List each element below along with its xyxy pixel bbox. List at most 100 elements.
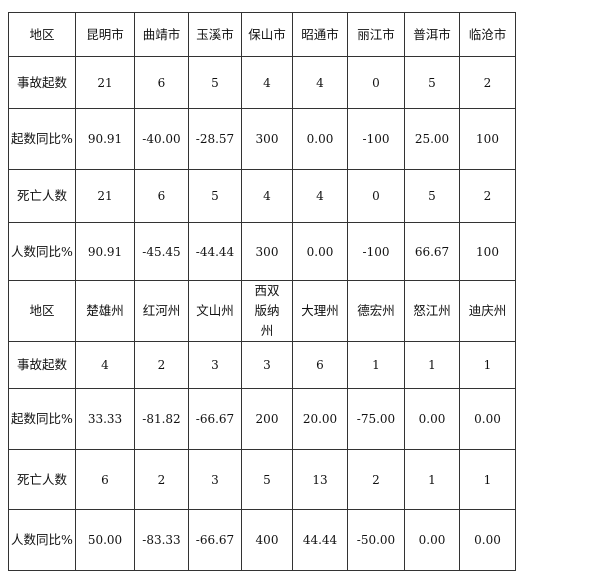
table-cell: 20.00 <box>292 388 348 450</box>
table-cell: 0.00 <box>404 388 460 450</box>
table-cell: -100 <box>347 222 405 281</box>
region-header: 昭通市 <box>292 12 348 57</box>
table-cell: 1 <box>404 341 460 389</box>
region-header: 迪庆州 <box>459 280 516 342</box>
metric-label: 人数同比% <box>8 509 76 571</box>
accident-statistics-table: 地区 昆明市 曲靖市 玉溪市 保山市 昭通市 丽江市 普洱市 临沧市 事故起数 21 6 5 4 4 0 5 2 起… <box>8 12 516 571</box>
table-cell: 1 <box>347 341 405 389</box>
table-row: 事故起数 21 6 5 4 4 0 5 2 <box>8 56 516 109</box>
table-cell: 5 <box>241 449 293 510</box>
table-cell: 0.00 <box>292 108 348 170</box>
metric-label: 人数同比% <box>8 222 76 281</box>
table-cell: -83.33 <box>134 509 189 571</box>
table-cell: 200 <box>241 388 293 450</box>
metric-label: 事故起数 <box>8 341 76 389</box>
region-header: 西双版纳州 <box>241 280 293 342</box>
table-cell: 5 <box>404 56 460 109</box>
region-header: 文山州 <box>188 280 242 342</box>
table-cell: 5 <box>404 169 460 223</box>
table-cell: 4 <box>241 56 293 109</box>
table-cell: 2 <box>134 341 189 389</box>
table-cell: 0.00 <box>459 388 516 450</box>
table-cell: 100 <box>459 108 516 170</box>
table-cell: -75.00 <box>347 388 405 450</box>
table-cell: 300 <box>241 108 293 170</box>
table-cell: 0 <box>347 169 405 223</box>
region-header: 普洱市 <box>404 12 460 57</box>
table-cell: 6 <box>292 341 348 389</box>
region-header: 红河州 <box>134 280 189 342</box>
table-cell: 66.67 <box>404 222 460 281</box>
table-cell: 44.44 <box>292 509 348 571</box>
table-cell: -81.82 <box>134 388 189 450</box>
table-cell: 3 <box>188 341 242 389</box>
region-label: 地区 <box>8 280 76 342</box>
table-cell: 1 <box>459 341 516 389</box>
region-header: 丽江市 <box>347 12 405 57</box>
table-cell: 13 <box>292 449 348 510</box>
region-header: 曲靖市 <box>134 12 189 57</box>
table2-header-row: 地区 楚雄州 红河州 文山州 西双版纳州 大理州 德宏州 怒江州 迪庆州 <box>8 280 516 342</box>
table-cell: -66.67 <box>188 388 242 450</box>
table-row: 事故起数 4 2 3 3 6 1 1 1 <box>8 341 516 389</box>
table-cell: 400 <box>241 509 293 571</box>
table-cell: 2 <box>134 449 189 510</box>
metric-label: 事故起数 <box>8 56 76 109</box>
table-cell: 25.00 <box>404 108 460 170</box>
table-cell: 100 <box>459 222 516 281</box>
metric-label: 起数同比% <box>8 108 76 170</box>
table-cell: 4 <box>75 341 135 389</box>
table-cell: -50.00 <box>347 509 405 571</box>
table-cell: -45.45 <box>134 222 189 281</box>
table-cell: 0.00 <box>404 509 460 571</box>
table-cell: 33.33 <box>75 388 135 450</box>
table-cell: 4 <box>241 169 293 223</box>
table-cell: 21 <box>75 169 135 223</box>
table-cell: 1 <box>459 449 516 510</box>
region-header: 大理州 <box>292 280 348 342</box>
region-header: 楚雄州 <box>75 280 135 342</box>
table-row: 人数同比% 90.91 -45.45 -44.44 300 0.00 -100 66.67 10… <box>8 222 516 281</box>
region-header: 怒江州 <box>404 280 460 342</box>
table-row: 死亡人数 21 6 5 4 4 0 5 2 <box>8 169 516 223</box>
table-cell: 6 <box>75 449 135 510</box>
table-cell: 5 <box>188 56 242 109</box>
region-header: 德宏州 <box>347 280 405 342</box>
region-label: 地区 <box>8 12 76 57</box>
table-cell: 1 <box>404 449 460 510</box>
table-cell: 90.91 <box>75 222 135 281</box>
table-cell: 21 <box>75 56 135 109</box>
table-row: 人数同比% 50.00 -83.33 -66.67 400 44.44 -50.00 0.00… <box>8 509 516 571</box>
table-cell: 2 <box>347 449 405 510</box>
table-cell: -66.67 <box>188 509 242 571</box>
table-cell: 3 <box>241 341 293 389</box>
region-header: 昆明市 <box>75 12 135 57</box>
table-cell: -28.57 <box>188 108 242 170</box>
table-cell: 2 <box>459 169 516 223</box>
table-cell: 6 <box>134 56 189 109</box>
table-cell: -40.00 <box>134 108 189 170</box>
table-cell: 0 <box>347 56 405 109</box>
table-cell: 2 <box>459 56 516 109</box>
table-row: 起数同比% 90.91 -40.00 -28.57 300 0.00 -100 25.00 10… <box>8 108 516 170</box>
metric-label: 死亡人数 <box>8 449 76 510</box>
table-row: 起数同比% 33.33 -81.82 -66.67 200 20.00 -75.00 0.00… <box>8 388 516 450</box>
region-header: 保山市 <box>241 12 293 57</box>
table-cell: 4 <box>292 56 348 109</box>
table-cell: 5 <box>188 169 242 223</box>
table-cell: 50.00 <box>75 509 135 571</box>
table-row: 死亡人数 6 2 3 5 13 2 1 1 <box>8 449 516 510</box>
table-cell: 0.00 <box>459 509 516 571</box>
table-cell: 3 <box>188 449 242 510</box>
table-cell: 0.00 <box>292 222 348 281</box>
table-cell: 90.91 <box>75 108 135 170</box>
table-cell: 300 <box>241 222 293 281</box>
table-cell: 6 <box>134 169 189 223</box>
region-header: 玉溪市 <box>188 12 242 57</box>
metric-label: 起数同比% <box>8 388 76 450</box>
region-header: 临沧市 <box>459 12 516 57</box>
table-cell: 4 <box>292 169 348 223</box>
table-cell: -44.44 <box>188 222 242 281</box>
metric-label: 死亡人数 <box>8 169 76 223</box>
table1-header-row: 地区 昆明市 曲靖市 玉溪市 保山市 昭通市 丽江市 普洱市 临沧市 <box>8 12 516 57</box>
